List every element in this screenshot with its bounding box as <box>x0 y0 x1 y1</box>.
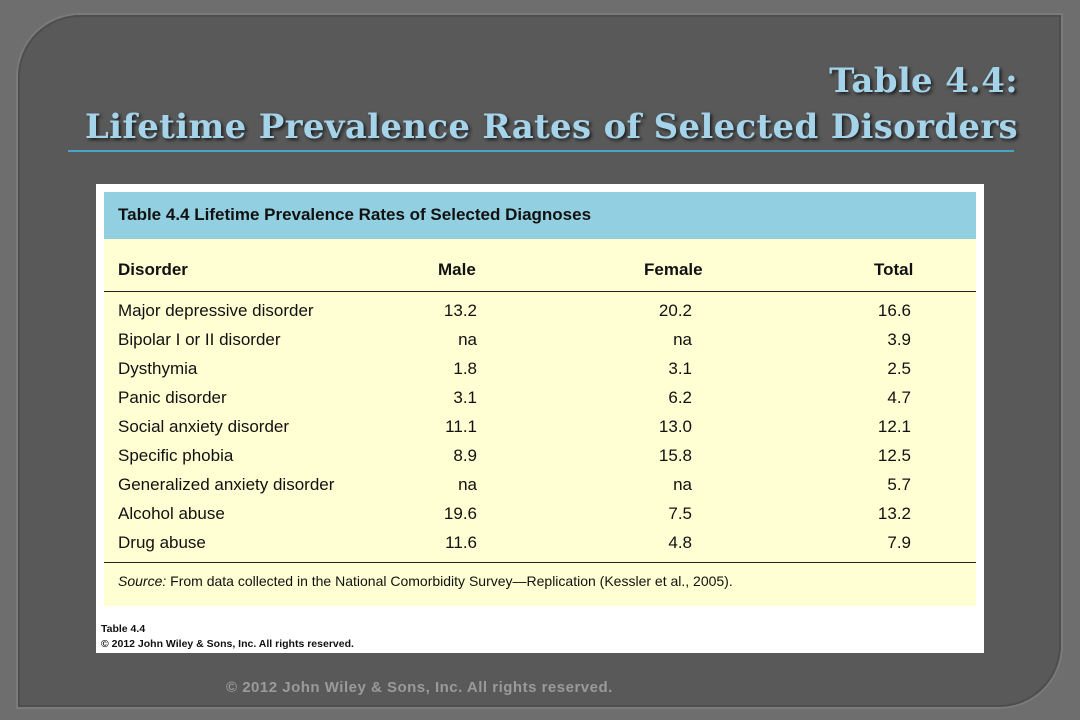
cell-female: 20.2 <box>658 301 692 320</box>
cell-total: 4.7 <box>887 388 911 407</box>
cell-disorder: Major depressive disorder <box>118 301 314 320</box>
column-header-disorder: Disorder <box>118 260 188 279</box>
table-row: Social anxiety disorder 11.1 13.0 12.1 <box>104 417 976 446</box>
cell-female: na <box>673 330 692 349</box>
cell-total: 5.7 <box>887 475 911 494</box>
cell-disorder: Dysthymia <box>118 359 198 378</box>
cell-total: 16.6 <box>877 301 911 320</box>
slide-footer: © 2012 John Wiley & Sons, Inc. All right… <box>226 679 613 696</box>
table-row: Panic disorder 3.1 6.2 4.7 <box>104 388 976 417</box>
cell-disorder: Bipolar I or II disorder <box>118 330 281 349</box>
source-note: Source: From data collected in the Natio… <box>118 573 733 589</box>
cell-total: 12.1 <box>877 417 911 436</box>
footer-rule <box>104 562 976 563</box>
cell-disorder: Drug abuse <box>118 533 206 552</box>
cell-female: na <box>673 475 692 494</box>
slide-title: Table 4.4: Lifetime Prevalence Rates of … <box>85 58 1018 150</box>
cell-disorder: Generalized anxiety disorder <box>118 475 335 494</box>
table-row: Drug abuse 11.6 4.8 7.9 <box>104 533 976 562</box>
figure-credit: Table 4.4 © 2012 John Wiley & Sons, Inc.… <box>101 622 354 652</box>
column-header-total: Total <box>874 260 914 279</box>
data-table: Disorder Male Female Total Major depress… <box>104 239 976 606</box>
table-row: Dysthymia 1.8 3.1 2.5 <box>104 359 976 388</box>
cell-total: 13.2 <box>877 504 911 523</box>
table-title: Table 4.4 Lifetime Prevalence Rates of S… <box>118 205 592 224</box>
cell-total: 2.5 <box>887 359 911 378</box>
column-header-female: Female <box>644 260 703 279</box>
cell-disorder: Panic disorder <box>118 388 227 407</box>
cell-male: 11.1 <box>445 417 477 436</box>
cell-male: 11.6 <box>445 533 477 552</box>
cell-total: 3.9 <box>887 330 911 349</box>
table-row: Major depressive disorder 13.2 20.2 16.6 <box>104 301 976 330</box>
table-row: Bipolar I or II disorder na na 3.9 <box>104 330 976 359</box>
credit-line-1: Table 4.4 <box>101 623 146 635</box>
cell-disorder: Alcohol abuse <box>118 504 225 523</box>
column-header-male: Male <box>438 260 476 279</box>
cell-female: 3.1 <box>668 359 692 378</box>
table-row: Specific phobia 8.9 15.8 12.5 <box>104 446 976 475</box>
cell-total: 12.5 <box>877 446 911 465</box>
credit-line-2: © 2012 John Wiley & Sons, Inc. All right… <box>101 638 354 650</box>
source-label: Source: <box>118 573 167 589</box>
cell-female: 15.8 <box>658 446 692 465</box>
slide-title-line1: Table 4.4: <box>829 61 1018 101</box>
table-figure: Table 4.4 Lifetime Prevalence Rates of S… <box>96 184 984 653</box>
cell-male: na <box>458 330 477 349</box>
cell-female: 4.8 <box>668 533 692 552</box>
cell-male: 1.8 <box>453 359 477 378</box>
cell-male: 19.6 <box>443 504 477 523</box>
cell-disorder: Social anxiety disorder <box>118 417 290 436</box>
slide-title-line2: Lifetime Prevalence Rates of Selected Di… <box>84 107 1018 147</box>
table-row: Generalized anxiety disorder na na 5.7 <box>104 475 976 504</box>
cell-female: 13.0 <box>658 417 692 436</box>
table-row: Alcohol abuse 19.6 7.5 13.2 <box>104 504 976 533</box>
cell-male: 3.1 <box>453 388 477 407</box>
cell-female: 7.5 <box>668 504 692 523</box>
title-divider <box>68 150 1014 152</box>
cell-total: 7.9 <box>887 533 911 552</box>
cell-female: 6.2 <box>668 388 692 407</box>
cell-male: 8.9 <box>453 446 477 465</box>
header-rule <box>104 291 976 292</box>
cell-male: na <box>458 475 477 494</box>
table-title-band: Table 4.4 Lifetime Prevalence Rates of S… <box>104 192 976 239</box>
cell-disorder: Specific phobia <box>118 446 234 465</box>
source-text: From data collected in the National Como… <box>166 573 733 589</box>
cell-male: 13.2 <box>443 301 477 320</box>
